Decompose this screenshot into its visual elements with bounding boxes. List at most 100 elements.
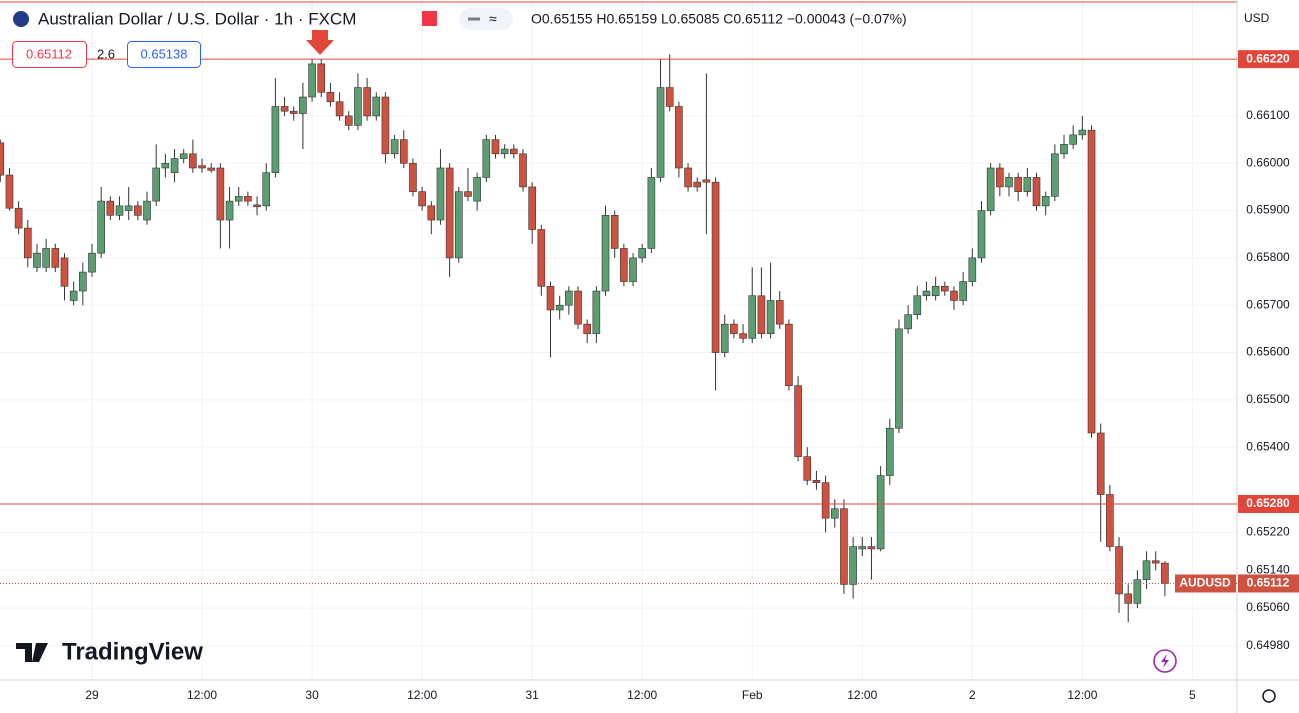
candle-body [656,87,665,178]
candle-body [821,482,830,519]
candle-body [143,200,151,221]
sell-button[interactable] [12,41,87,68]
candle-body [262,172,271,207]
buy-price: 0.65138 [141,46,188,61]
candle-body [1106,494,1114,547]
candle-body [1005,177,1013,188]
candle-body [620,248,628,282]
candle-body [565,290,573,306]
candle-body [748,295,757,339]
candle-body [968,257,977,282]
candle-body [904,314,912,330]
candle-body [913,295,922,315]
candle-body [1014,177,1022,192]
candle-body [207,167,216,171]
settings-button[interactable] [1262,689,1276,703]
candle-body [225,200,234,221]
y-tick-label: 0.65900 [1246,203,1290,217]
candle-body [803,456,812,481]
y-tick-label: 0.65140 [1246,562,1290,576]
lightning-button[interactable] [1153,649,1177,673]
flag-button[interactable] [422,11,437,26]
candle-body [583,323,591,334]
y-tick-label: 0.65500 [1246,392,1290,406]
x-tick-label: Feb [742,688,763,702]
line-price-tag [1238,494,1299,513]
candle-body [344,115,353,126]
candle-body [1115,546,1123,595]
candle-body [996,167,1004,188]
x-tick-label: 12:00 [1067,688,1097,702]
candle-body [216,167,225,221]
candle-body [537,229,546,287]
signal-arrow [306,30,334,55]
y-tick-label: 0.65400 [1246,439,1290,453]
candle-body [24,227,32,259]
candle-body [757,295,766,334]
candle-body [812,480,821,483]
symbol-label: AUDUSD [1179,576,1231,590]
candle-body [418,191,426,207]
y-tick-label: 0.65060 [1246,600,1290,614]
candle-body [986,167,995,211]
candle-body [876,475,885,550]
candle-body [189,153,197,169]
logo-text: TradingView [62,638,203,665]
candle-body [1096,432,1105,495]
candle-body [592,290,601,334]
candle-body [1087,129,1096,434]
candle-body [849,546,857,585]
candle-body [60,257,69,287]
candle-body [88,252,96,273]
candle-body [555,304,564,311]
line-price-tag [1238,50,1299,69]
candle-body [308,63,316,98]
flag-icon [13,11,29,27]
candle-body [289,110,298,114]
candle-body [1060,144,1068,155]
candle-body [491,139,500,155]
candle-body [840,508,848,585]
candle-body [253,204,261,208]
candle-body [1051,153,1059,197]
candle-body [464,191,472,197]
toggle-icon: ≈ [489,11,497,27]
buy-button[interactable] [127,41,201,68]
y-tick-label: 0.66000 [1246,155,1290,169]
candle-body [482,139,491,178]
candle-body [170,158,179,174]
candle-body [546,285,555,311]
candle-body [941,285,949,292]
candle-body [720,323,729,353]
candle-body [785,323,793,386]
candle-body [638,248,647,259]
spread: 2.6 [97,46,115,61]
candle-body [711,181,720,353]
candle-body [335,101,344,117]
currency-button[interactable] [1240,6,1293,32]
candle-body [858,546,867,550]
x-tick-label: 31 [525,688,539,702]
candle-body [390,139,399,155]
candle-body [766,300,775,334]
y-tick-label: 0.66100 [1246,108,1290,122]
candle-body [922,290,931,297]
candle-body [702,179,711,183]
grid [0,0,1237,680]
candle-body [42,248,50,268]
candle-body [1133,579,1142,604]
candle-body [730,323,738,334]
candle-body [1069,134,1077,145]
candle-body [775,300,784,325]
symbol-tag [1175,574,1236,593]
candle-body [124,205,133,211]
sell-price: 0.65112 [26,46,72,61]
candle-body [610,215,619,249]
candle-body [794,385,802,457]
candles [0,54,1169,623]
candle-body [299,96,307,114]
indicator-toggle[interactable] [459,8,513,30]
candle-body [1142,560,1151,580]
